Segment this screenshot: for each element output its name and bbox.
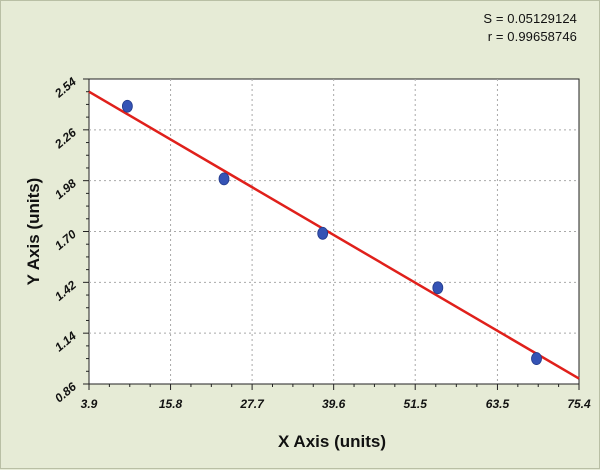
r-statistic: r = 0.99658746: [487, 29, 577, 44]
x-tick-label: 15.8: [159, 397, 183, 411]
x-tick-label: 39.6: [322, 397, 346, 411]
y-tick-label: 1.14: [52, 329, 79, 355]
y-tick-label: 1.98: [52, 176, 79, 202]
x-tick-label: 63.5: [486, 397, 510, 411]
x-tick-label: 3.9: [81, 397, 98, 411]
y-tick-label: 2.54: [51, 74, 79, 101]
fit-line-layer: [88, 90, 580, 380]
regression-line: [88, 90, 580, 380]
x-tick-label: 27.7: [239, 397, 265, 411]
data-point: [121, 99, 133, 113]
x-tick-label: 51.5: [404, 397, 428, 411]
y-tick-labels: 0.86 1.14 1.42 1.70 1.98 2.26 2.54: [51, 74, 79, 405]
data-point: [531, 352, 542, 365]
data-points: [121, 99, 542, 365]
x-axis-title: X Axis (units): [278, 432, 386, 451]
grid-lines: [89, 79, 579, 384]
x-tick-label: 75.4: [567, 397, 591, 411]
data-point: [218, 172, 230, 186]
data-point: [317, 226, 329, 240]
y-tick-label: 0.86: [52, 379, 79, 405]
x-tick-labels: 3.9 15.8 27.7 39.6 51.5 63.5 75.4: [81, 397, 591, 411]
y-tick-label: 1.70: [52, 227, 79, 253]
s-statistic: S = 0.05129124: [483, 11, 577, 26]
y-tick-label: 2.26: [51, 125, 79, 152]
data-point: [432, 281, 444, 295]
axis-ticks: [83, 78, 580, 390]
y-tick-label: 1.42: [52, 278, 79, 304]
y-axis-title: Y Axis (units): [24, 178, 43, 286]
